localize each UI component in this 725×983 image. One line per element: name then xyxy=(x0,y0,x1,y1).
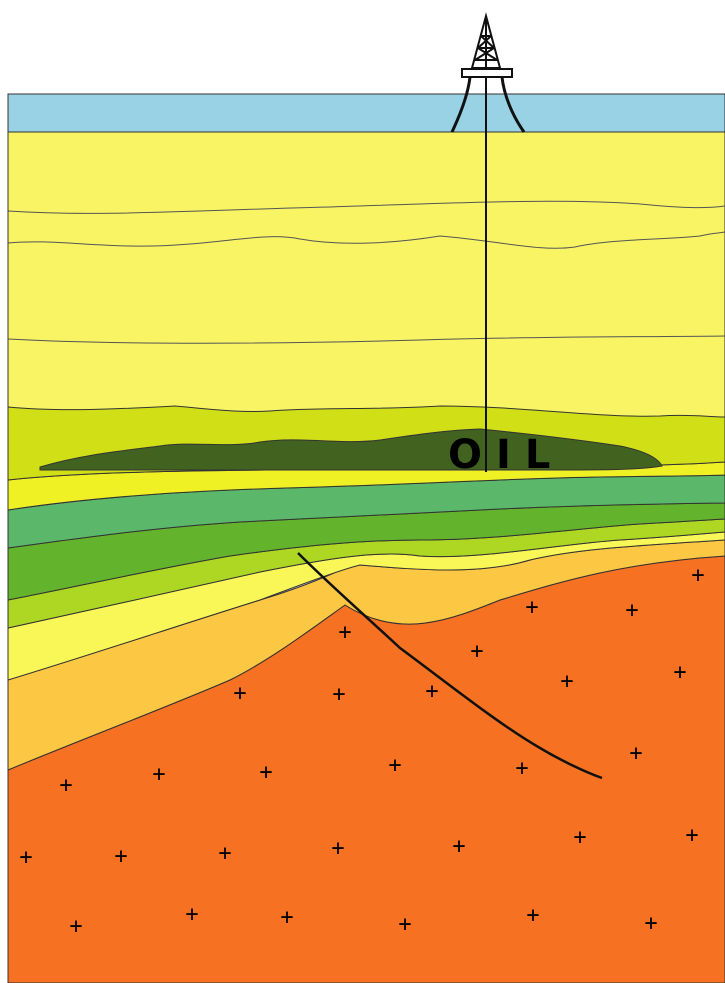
plus-marker: + xyxy=(629,741,642,766)
plus-marker: + xyxy=(691,563,704,588)
plus-marker: + xyxy=(625,598,638,623)
plus-marker: + xyxy=(398,912,411,937)
plus-marker: + xyxy=(332,682,345,707)
oil-derrick-icon xyxy=(450,12,526,133)
basement-plus-markers: + + + + + + + + + + + + + + + + + + + + + + + + + + + + + xyxy=(19,563,704,939)
plus-marker: + xyxy=(526,903,539,928)
plus-marker: + xyxy=(19,845,32,870)
plus-marker: + xyxy=(152,762,165,787)
plus-marker: + xyxy=(644,911,657,936)
plus-marker: + xyxy=(280,905,293,930)
plus-marker: + xyxy=(185,902,198,927)
plus-marker: + xyxy=(525,595,538,620)
plus-marker: + xyxy=(331,836,344,861)
plus-marker: + xyxy=(573,825,586,850)
plus-marker: + xyxy=(218,841,231,866)
sky xyxy=(0,0,725,95)
plus-marker: + xyxy=(560,669,573,694)
oil-label: OIL xyxy=(448,432,564,478)
plus-marker: + xyxy=(59,773,72,798)
oil-reservoir xyxy=(39,428,663,471)
plus-marker: + xyxy=(338,620,351,645)
plus-marker: + xyxy=(470,639,483,664)
plus-marker: + xyxy=(685,823,698,848)
plus-marker: + xyxy=(388,753,401,778)
plus-marker: + xyxy=(114,844,127,869)
sea-layer xyxy=(7,93,725,133)
plus-marker: + xyxy=(515,756,528,781)
plus-marker: + xyxy=(69,914,82,939)
fault-line xyxy=(297,552,603,780)
upper-sediment-layer xyxy=(7,131,725,433)
plus-marker: + xyxy=(452,834,465,859)
plus-marker: + xyxy=(259,760,272,785)
strata-line xyxy=(7,231,725,249)
plus-marker: + xyxy=(425,679,438,704)
strata-line xyxy=(7,200,725,214)
plus-marker: + xyxy=(233,681,246,706)
plus-marker: + xyxy=(673,660,686,685)
strata-line xyxy=(7,335,725,344)
